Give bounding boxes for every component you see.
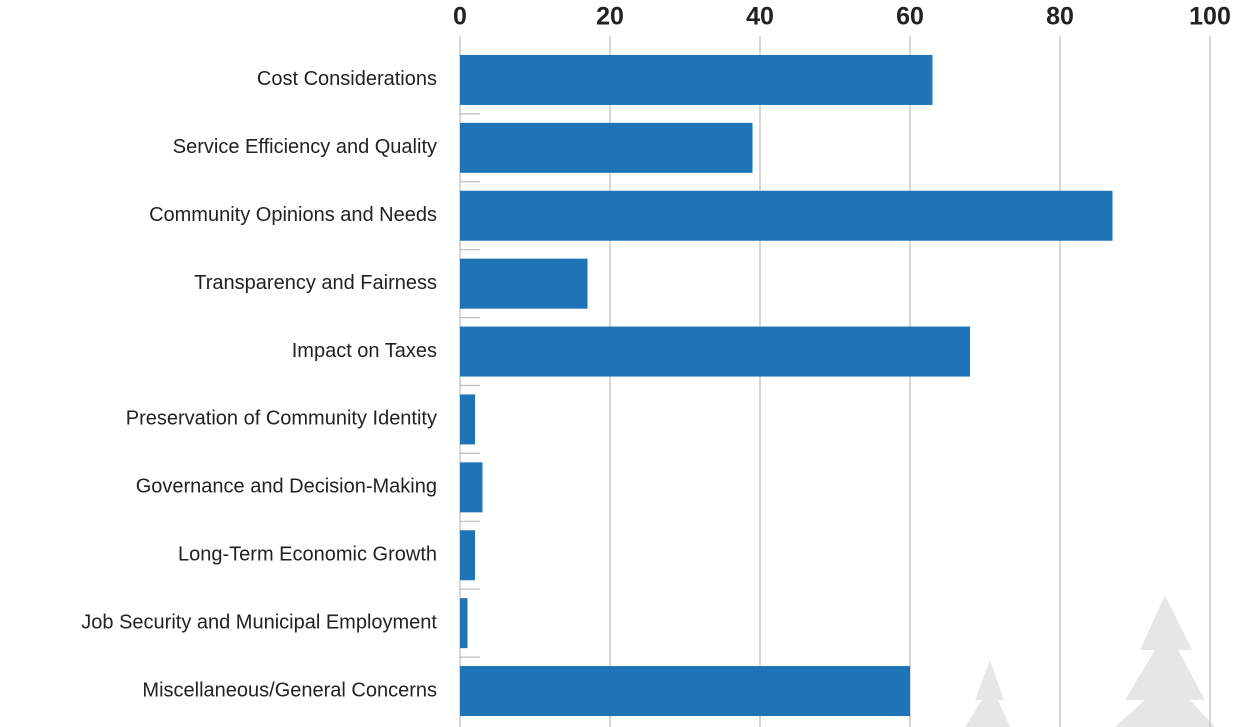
tree bbox=[965, 660, 1010, 727]
bar bbox=[460, 259, 588, 309]
bar bbox=[460, 598, 468, 648]
y-tick-label: Service Efficiency and Quality bbox=[173, 136, 437, 158]
page: 0 20 40 60 80 100 Cost Considerations Service E… bbox=[0, 0, 1237, 727]
y-tick-label: Long-Term Economic Growth bbox=[178, 544, 437, 566]
bar bbox=[460, 394, 475, 444]
y-tick-label: Transparency and Fairness bbox=[194, 272, 437, 294]
bar bbox=[460, 666, 910, 716]
x-tick-label: 20 bbox=[596, 3, 624, 31]
bar bbox=[460, 191, 1113, 241]
bar bbox=[460, 55, 933, 105]
x-tick-label: 40 bbox=[746, 3, 774, 31]
x-tick-label: 60 bbox=[896, 3, 924, 31]
chart: 0 20 40 60 80 100 Cost Considerations Service E… bbox=[0, 0, 1237, 727]
tree bbox=[1115, 595, 1215, 727]
bar bbox=[460, 530, 475, 580]
bar bbox=[460, 327, 970, 377]
x-tick-label: 80 bbox=[1046, 3, 1074, 31]
y-tick-label: Community Opinions and Needs bbox=[149, 204, 437, 226]
bar bbox=[460, 123, 753, 173]
x-tick-label: 100 bbox=[1189, 3, 1231, 31]
tree-decoration bbox=[965, 595, 1215, 727]
y-tick-label: Miscellaneous/General Concerns bbox=[142, 679, 437, 701]
y-tick-label: Governance and Decision-Making bbox=[136, 476, 437, 498]
y-tick-label: Cost Considerations bbox=[257, 68, 437, 90]
bar bbox=[460, 462, 483, 512]
y-tick-label: Preservation of Community Identity bbox=[126, 408, 437, 430]
x-tick-label: 0 bbox=[453, 3, 467, 31]
y-tick-label: Impact on Taxes bbox=[292, 340, 437, 362]
y-tick-label: Job Security and Municipal Employment bbox=[81, 611, 437, 633]
